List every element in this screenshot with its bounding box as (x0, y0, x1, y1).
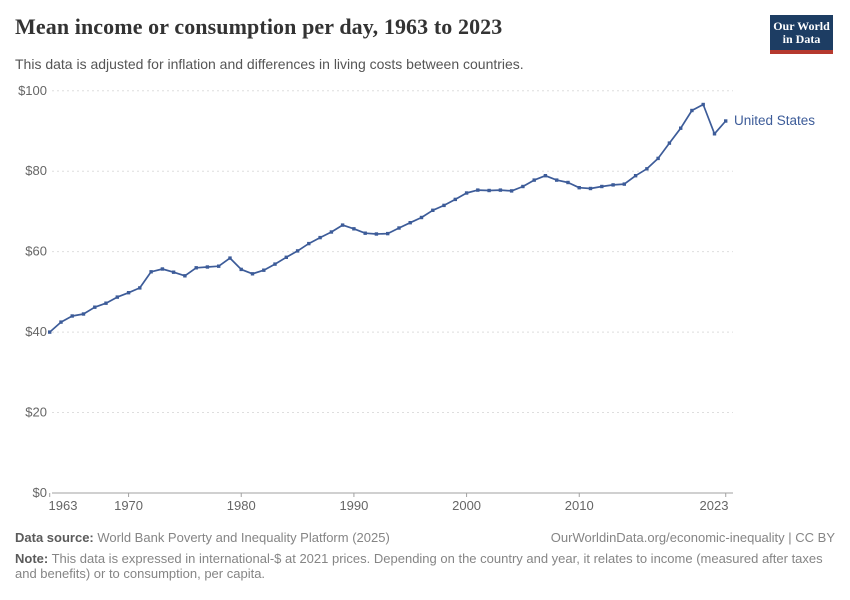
x-tick-label-2010: 2010 (565, 498, 594, 513)
data-point-1977 (205, 265, 210, 269)
data-point-2013 (611, 183, 615, 187)
data-point-1965 (70, 314, 74, 318)
data-point-1968 (104, 301, 108, 305)
note-label: Note: (15, 551, 49, 566)
y-tick-label-20: $20 (25, 405, 47, 420)
owid-logo[interactable]: Our World in Data (770, 15, 833, 54)
y-tick-label-40: $40 (25, 324, 47, 339)
note-text: This data is expressed in international-… (15, 551, 823, 581)
x-tick-label-2023: 2023 (700, 498, 729, 513)
y-tick-label-80: $80 (25, 163, 47, 178)
data-point-2009 (566, 180, 570, 185)
data-point-1980 (239, 267, 243, 272)
data-point-2008 (555, 178, 559, 182)
data-point-1990 (352, 227, 356, 231)
data-point-1964 (59, 320, 63, 324)
data-point-1983 (273, 262, 277, 266)
data-source-label: Data source: (15, 530, 94, 545)
data-point-2019 (679, 126, 683, 130)
data-point-2004 (509, 189, 514, 193)
data-point-1978 (217, 264, 221, 268)
owid-link[interactable]: OurWorldinData.org/economic-inequality |… (550, 530, 835, 545)
data-point-2016 (645, 167, 649, 171)
owid-logo-line2: in Data (782, 32, 821, 46)
data-point-1993 (386, 231, 390, 236)
data-point-2017 (656, 156, 660, 161)
data-point-2002 (487, 188, 491, 193)
chart-footer: Data source: World Bank Poverty and Ineq… (15, 530, 835, 581)
data-point-1989 (340, 223, 345, 227)
x-tick-label-2000: 2000 (452, 498, 481, 513)
data-point-1986 (307, 241, 311, 246)
data-point-1966 (81, 312, 86, 316)
data-point-1969 (115, 295, 119, 299)
data-point-1982 (262, 268, 266, 272)
data-point-1972 (149, 270, 153, 274)
data-point-2007 (543, 174, 548, 178)
y-tick-label-0: $0 (33, 485, 47, 500)
data-source-text: World Bank Poverty and Inequality Platfo… (93, 530, 390, 545)
data-point-1976 (194, 266, 198, 270)
data-point-1981 (250, 272, 255, 276)
data-point-2006 (532, 178, 536, 182)
data-point-1967 (93, 305, 97, 309)
data-point-1979 (228, 256, 232, 260)
data-point-2022 (712, 132, 717, 136)
data-point-1971 (138, 286, 142, 290)
data-point-2014 (622, 182, 626, 186)
data-point-2001 (476, 188, 480, 192)
x-tick-label-1980: 1980 (227, 498, 256, 513)
data-point-2015 (633, 174, 638, 178)
data-point-1973 (160, 267, 165, 271)
x-tick-label-1963: 1963 (49, 498, 78, 513)
data-point-1992 (374, 232, 379, 236)
data-point-2020 (690, 108, 694, 113)
data-line-united-states (48, 103, 727, 333)
data-point-2018 (667, 141, 672, 145)
data-point-2023 (724, 119, 728, 123)
owid-logo-red-bar (770, 50, 833, 54)
series-label-united-states: United States (734, 113, 815, 128)
x-tick-label-1990: 1990 (339, 498, 368, 513)
data-point-2003 (498, 188, 503, 192)
data-point-1988 (329, 230, 334, 234)
page-title: Mean income or consumption per day, 1963… (15, 14, 503, 39)
data-point-2021 (701, 102, 705, 107)
data-point-1974 (171, 270, 176, 274)
chart-subtitle: This data is adjusted for inflation and … (15, 56, 524, 72)
y-tick-label-60: $60 (25, 244, 47, 259)
data-point-1996 (419, 215, 424, 220)
data-point-1970 (126, 291, 131, 295)
data-point-1997 (431, 208, 435, 212)
data-point-2012 (600, 184, 604, 189)
data-point-1991 (363, 231, 367, 235)
data-point-1998 (442, 203, 446, 208)
data-point-1985 (295, 249, 300, 253)
data-point-2010 (577, 186, 581, 190)
x-tick-label-1970: 1970 (114, 498, 143, 513)
data-point-1995 (408, 221, 412, 225)
data-point-2005 (521, 184, 525, 189)
owid-logo-text: Our World in Data (770, 15, 833, 50)
data-point-2000 (464, 191, 469, 195)
data-source: Data source: World Bank Poverty and Ineq… (15, 530, 390, 545)
data-point-1999 (453, 197, 457, 202)
owid-logo-line1: Our World (773, 19, 830, 33)
chart-note: Note: This data is expressed in internat… (15, 551, 835, 581)
data-point-1987 (318, 235, 322, 240)
data-point-1994 (397, 226, 401, 230)
data-point-1975 (183, 274, 187, 278)
data-point-1984 (284, 255, 288, 259)
data-point-2011 (588, 186, 593, 191)
data-point-1963 (48, 330, 52, 334)
y-tick-label-100: $100 (18, 83, 47, 98)
